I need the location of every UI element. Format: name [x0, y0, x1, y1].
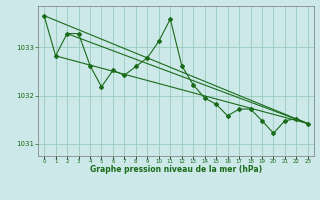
X-axis label: Graphe pression niveau de la mer (hPa): Graphe pression niveau de la mer (hPa) [90, 165, 262, 174]
